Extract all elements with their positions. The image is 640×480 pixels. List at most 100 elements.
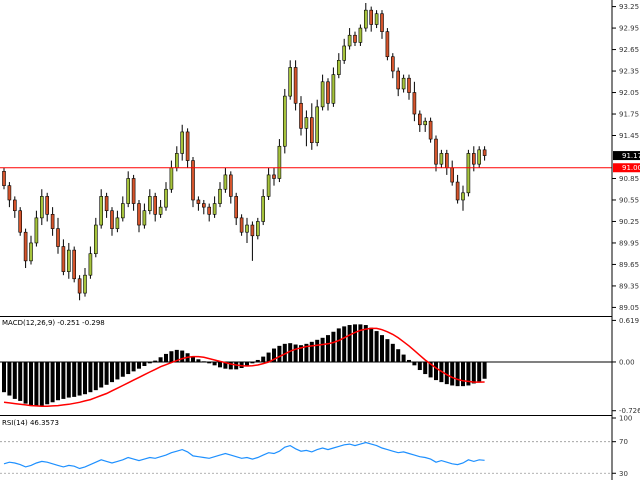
macd-bar [174,349,179,362]
candle-body-up [342,45,347,61]
candle [439,149,444,168]
candle-body-up [94,224,98,254]
price-tick-label: 89.35 [619,282,639,290]
candle-body-down [434,138,438,165]
macd-bar [93,361,98,391]
macd-tick-label: 0.619 [619,317,639,325]
macd-bar [83,361,87,395]
candle-body-down [229,174,233,197]
macd-bar [66,361,71,398]
macd-bar [277,345,282,362]
candle [185,128,190,168]
candle-body-down [50,214,55,229]
rsi-tick-label: 100 [619,415,632,423]
macd-bar [153,360,158,362]
candle [299,96,303,136]
candle-body-down [207,206,211,215]
candle-body-up [261,196,266,222]
candle [137,199,141,233]
candle [369,6,374,32]
candle-body-up [277,145,282,179]
candle [245,217,249,243]
macd-bar [363,325,368,362]
candle-body-up [336,60,341,75]
candle-body-up [212,203,217,215]
macd-bar [207,361,212,364]
candle [417,110,422,132]
macd-bar [72,361,77,397]
candle [180,124,184,161]
candle-body-down [455,181,460,201]
macd-bar [315,339,320,362]
candle-body-up [88,253,93,276]
candle-body-up [266,174,271,197]
macd-bar [385,339,390,362]
macd-bar [336,328,341,362]
candle [234,192,238,226]
candle [455,174,460,204]
price-tick-label: 89.95 [619,239,639,247]
macd-bar [164,353,168,362]
candle-body-up [461,192,465,201]
macd-panel[interactable]: MACD(12,26,9) -0.251 -0.298 0.619 0.00 -0.… [0,317,640,415]
candle [347,28,352,50]
candle-body-up [99,196,103,226]
candle [115,210,120,233]
candle-body-down [202,203,206,208]
candle [266,167,271,200]
candle [282,88,287,154]
macd-bar [369,327,374,362]
candle [434,135,438,172]
price-tick-label: 92.95 [619,25,639,33]
candle-body-up [423,120,428,126]
candle [255,217,260,240]
candle-body-down [104,196,109,212]
macd-bar [45,361,50,405]
rsi-panel[interactable]: RSI(14) 46.3573 100 70 30 [0,415,632,478]
candle [326,78,330,111]
candle [239,214,244,236]
candle-body-up [374,13,379,25]
candle-body-up [401,77,406,90]
macd-bar [142,361,147,366]
price-tick-label: 91.75 [619,111,639,119]
candle [34,210,39,247]
candle [121,196,125,222]
candle-body-down [299,102,303,129]
macd-bar [482,361,487,379]
price-plot-area[interactable] [0,0,612,314]
macd-bar [137,361,141,369]
candle-body-up [169,167,174,190]
macd-bar [342,326,347,362]
macd-bar [29,361,33,406]
macd-bar [299,345,303,362]
candle [428,117,433,143]
candle [164,182,168,211]
candle-body-down [293,67,298,104]
macd-bar [380,335,384,362]
level-price-label: 91.00 [622,164,640,172]
candle-body-down [471,153,476,165]
price-tick-label: 90.25 [619,218,639,226]
candle [423,117,428,132]
candle [331,67,336,107]
macd-bar [131,361,136,372]
candle [223,167,228,193]
price-axis: 93.25 92.95 92.65 92.35 92.05 91.75 91.45 90.85… [612,3,639,312]
candle [23,228,28,269]
macd-bar [331,331,336,362]
candle [88,246,93,279]
macd-bar [7,361,12,396]
candle [39,189,44,226]
candle-body-up [34,217,39,244]
candle-body-up [142,210,147,226]
rsi-tick-label: 70 [619,438,628,446]
candle-body-up [164,188,168,208]
rsi-axis: 100 70 30 [612,415,632,478]
macd-bar [77,361,82,396]
candle-body-down [450,167,455,183]
macd-signal-line [3,327,485,408]
macd-bar [2,361,6,393]
